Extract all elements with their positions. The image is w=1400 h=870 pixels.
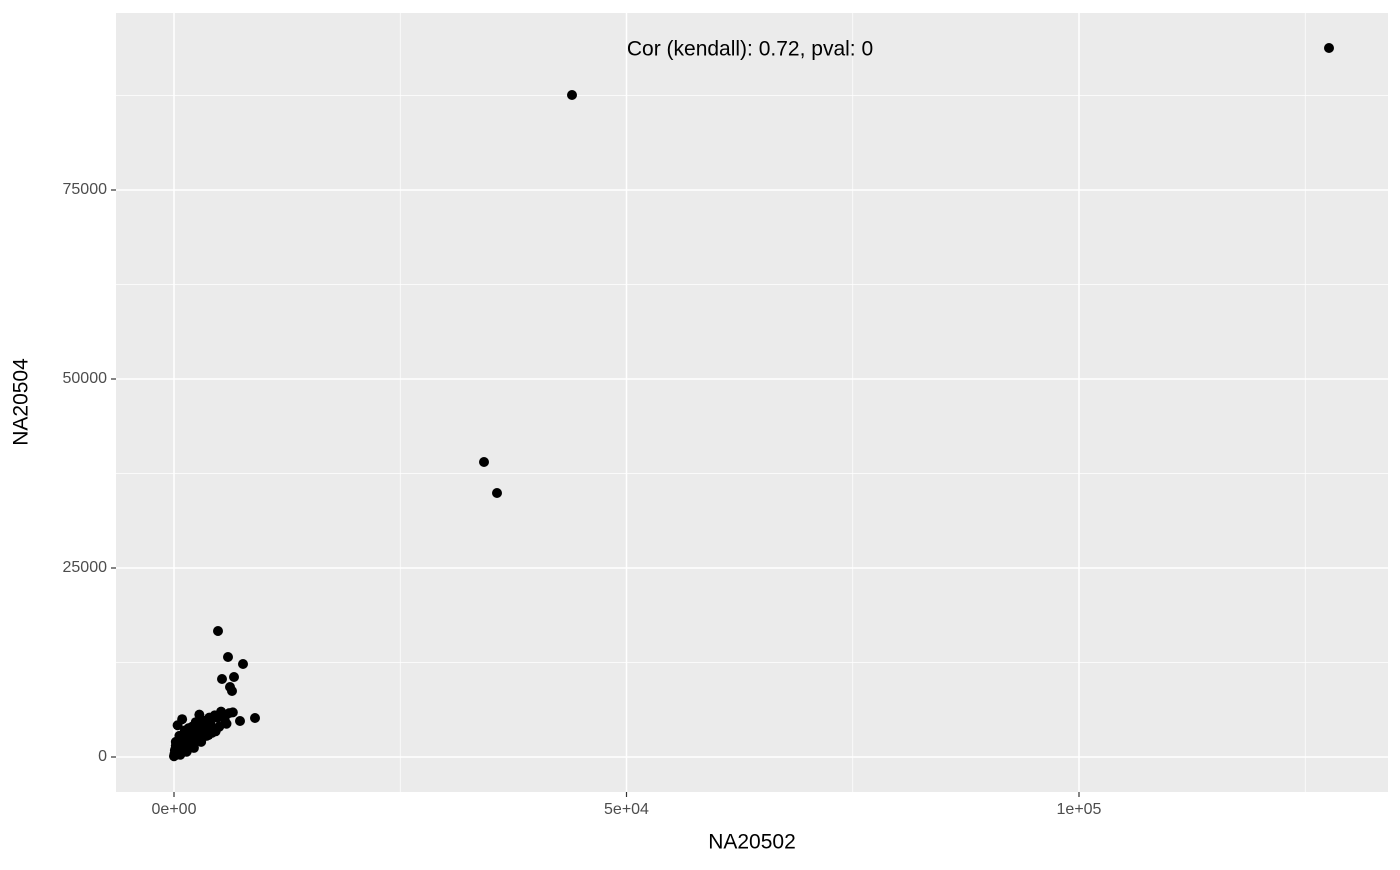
x-axis-title: NA20502 bbox=[708, 831, 796, 854]
point bbox=[227, 685, 238, 696]
point bbox=[182, 744, 193, 755]
point bbox=[217, 674, 228, 685]
point bbox=[172, 720, 183, 731]
y-tick-label: 0 bbox=[98, 748, 107, 765]
x-tick-label: 1e+05 bbox=[1057, 801, 1102, 818]
point bbox=[175, 749, 186, 760]
point bbox=[478, 457, 489, 468]
point bbox=[227, 707, 238, 718]
point bbox=[194, 709, 205, 720]
panel bbox=[116, 13, 1388, 792]
point bbox=[210, 726, 221, 737]
point bbox=[237, 658, 248, 669]
point bbox=[249, 712, 260, 723]
point bbox=[199, 720, 210, 731]
y-tick-label: 50000 bbox=[63, 370, 108, 387]
point bbox=[213, 625, 224, 636]
point bbox=[1323, 43, 1334, 54]
point bbox=[235, 715, 246, 726]
y-tick-label: 75000 bbox=[63, 181, 108, 198]
point bbox=[567, 90, 578, 101]
point bbox=[196, 736, 207, 747]
grid bbox=[116, 13, 1388, 792]
y-tick-label: 25000 bbox=[63, 559, 108, 576]
point bbox=[185, 729, 196, 740]
y-axis-title: NA20504 bbox=[10, 358, 33, 446]
point bbox=[229, 671, 240, 682]
point bbox=[170, 736, 181, 747]
point bbox=[221, 718, 232, 729]
point bbox=[223, 651, 234, 662]
point bbox=[492, 487, 503, 498]
x-tick-label: 5e+04 bbox=[604, 801, 649, 818]
annotation: Cor (kendall): 0.72, pval: 0 bbox=[627, 38, 873, 61]
x-tick-label: 0e+00 bbox=[152, 801, 197, 818]
points bbox=[169, 43, 1334, 762]
